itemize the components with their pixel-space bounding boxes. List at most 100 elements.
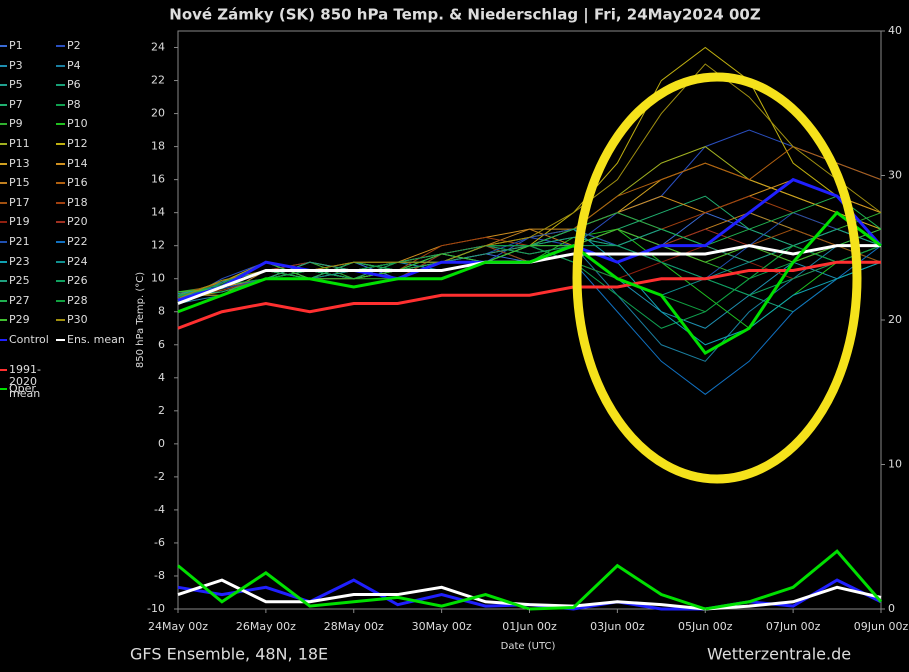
legend-item: P21 xyxy=(0,236,67,248)
temp-line xyxy=(177,195,882,298)
y-tick-label: -4 xyxy=(154,503,165,516)
legend-item: P6 xyxy=(56,79,125,91)
legend-label: P19 xyxy=(9,215,30,229)
y2-tick-label: 20 xyxy=(888,313,902,326)
legend-swatch xyxy=(0,64,7,67)
legend-swatch xyxy=(56,123,65,126)
legend-item: P25 xyxy=(0,275,67,287)
x-tick-label: 24May 00z xyxy=(148,620,208,633)
legend-label: Control xyxy=(9,333,49,346)
legend-label: P26 xyxy=(67,274,88,288)
legend-label: P23 xyxy=(9,254,30,268)
legend-item: Ens. mean xyxy=(56,334,125,346)
legend-swatch xyxy=(56,260,65,263)
legend-label: P16 xyxy=(67,176,88,190)
legend-label: P27 xyxy=(9,293,30,307)
legend-label: P9 xyxy=(9,117,23,131)
legend-item: P18 xyxy=(56,196,125,209)
y-axis-label: 850 hPa Temp. (°C) xyxy=(135,272,146,368)
legend-swatch xyxy=(0,280,7,283)
legend-item: P1 xyxy=(0,40,67,52)
legend-label: P12 xyxy=(67,137,88,150)
legend-label: P11 xyxy=(9,137,30,150)
legend-swatch xyxy=(0,260,7,263)
legend-swatch xyxy=(0,241,7,243)
legend-item: P11 xyxy=(0,138,67,150)
y-tick-label: 14 xyxy=(151,206,165,219)
y-tick-label: 6 xyxy=(158,338,165,351)
y-tick-label: 18 xyxy=(151,140,165,153)
legend-item: P19 xyxy=(0,216,67,228)
legend-label: P1 xyxy=(9,39,23,52)
legend-swatch xyxy=(56,319,65,322)
y-tick-label: 8 xyxy=(158,305,165,318)
legend-swatch xyxy=(56,143,65,145)
legend-label: P24 xyxy=(67,254,88,268)
temp-line xyxy=(177,245,882,395)
legend-label: P6 xyxy=(67,78,81,92)
y-tick-label: 24 xyxy=(151,41,165,54)
legend-label: 1991-2020 mean xyxy=(9,362,41,400)
y-tick-label: -8 xyxy=(154,569,165,582)
legend-item: P9 xyxy=(0,118,67,130)
temp-line xyxy=(177,146,882,296)
legend-item: P2 xyxy=(56,40,125,52)
legend-item: P4 xyxy=(56,58,125,72)
legend-swatch xyxy=(0,84,7,87)
legend-swatch xyxy=(0,319,7,322)
y-tick-label: 2 xyxy=(158,404,165,417)
y2-tick-label: 10 xyxy=(888,458,902,471)
precip-line xyxy=(177,578,882,611)
legend-swatch xyxy=(0,388,7,391)
legend-swatch xyxy=(56,162,65,165)
y-tick-label: -6 xyxy=(154,536,165,549)
legend-label: P29 xyxy=(9,313,30,327)
legend-item: 1991-2020 mean xyxy=(0,362,67,400)
highlight-ellipse xyxy=(572,72,862,484)
temp-line xyxy=(177,228,882,293)
legend-swatch xyxy=(56,221,65,224)
legend-item: P14 xyxy=(56,157,125,170)
x-tick-label: 09Jun 00z xyxy=(854,620,909,633)
legend-item: P20 xyxy=(56,216,125,228)
legend-swatch xyxy=(56,45,65,47)
legend-label: P5 xyxy=(9,78,23,92)
legend-item: P3 xyxy=(0,58,67,72)
x-tick-label: 26May 00z xyxy=(236,620,296,633)
legend-swatch xyxy=(56,103,65,106)
legend-label: P3 xyxy=(9,58,23,72)
legend-swatch xyxy=(0,368,7,371)
temp-line xyxy=(177,260,881,330)
y2-tick-label: 40 xyxy=(888,24,902,37)
legend-swatch xyxy=(56,339,65,341)
y2-tick-label: 0 xyxy=(888,602,895,615)
legend-label: P15 xyxy=(9,176,30,190)
y-tick-label: 16 xyxy=(151,173,165,186)
temp-line xyxy=(177,177,883,302)
legend-item: P28 xyxy=(56,294,125,307)
footer-left: GFS Ensemble, 48N, 18E xyxy=(130,645,328,664)
legend-swatch xyxy=(0,299,7,302)
x-tick-label: 01Jun 00z xyxy=(502,620,557,633)
y-tick-label: 12 xyxy=(151,239,165,252)
legend-label: P4 xyxy=(67,58,81,72)
legend-label: P13 xyxy=(9,156,30,170)
legend-item: P7 xyxy=(0,98,67,111)
legend-swatch xyxy=(0,45,7,47)
legend-swatch xyxy=(0,162,7,165)
temp-line xyxy=(177,236,882,313)
legend-item: P22 xyxy=(56,236,125,248)
footer-right: Wetterzentrale.de xyxy=(707,645,851,664)
legend-label: Ens. mean xyxy=(67,333,125,346)
y-tick-label: -10 xyxy=(147,602,165,615)
x-tick-label: 05Jun 00z xyxy=(678,620,733,633)
lines xyxy=(177,46,883,611)
legend-swatch xyxy=(0,143,7,145)
legend-label: P17 xyxy=(9,195,30,209)
legend-swatch xyxy=(56,182,65,185)
legend-item: Control xyxy=(0,334,67,346)
legend-swatch xyxy=(56,241,65,243)
y-tick-label: 10 xyxy=(151,272,165,285)
